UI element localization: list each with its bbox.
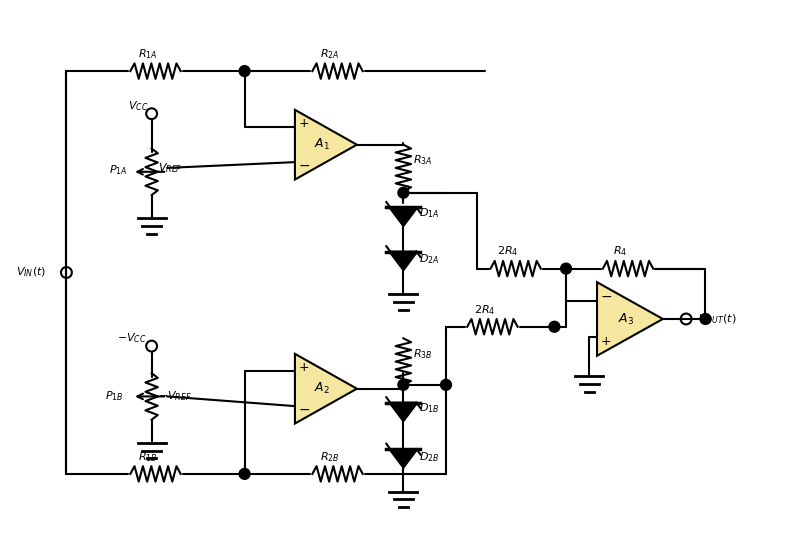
Circle shape xyxy=(561,263,571,274)
Text: −: − xyxy=(298,403,310,417)
Polygon shape xyxy=(389,208,417,226)
Text: $A_2$: $A_2$ xyxy=(314,381,330,396)
Text: $R_4$: $R_4$ xyxy=(613,245,627,258)
Text: $D_{1A}$: $D_{1A}$ xyxy=(419,206,439,220)
Text: $-V_{REF}$: $-V_{REF}$ xyxy=(158,390,192,403)
Circle shape xyxy=(549,322,560,332)
Text: $V_{CC}$: $V_{CC}$ xyxy=(129,99,149,113)
Text: $V_{IN}(t)$: $V_{IN}(t)$ xyxy=(16,266,46,279)
Polygon shape xyxy=(295,110,357,179)
Text: $R_{3B}$: $R_{3B}$ xyxy=(413,347,433,361)
Text: +: + xyxy=(299,117,309,130)
Circle shape xyxy=(440,379,451,390)
Text: $A_3$: $A_3$ xyxy=(618,311,634,326)
Text: $V_{REF}$: $V_{REF}$ xyxy=(158,161,182,175)
Polygon shape xyxy=(389,403,417,421)
Text: $R_{2A}$: $R_{2A}$ xyxy=(320,47,340,61)
Circle shape xyxy=(239,66,250,76)
Polygon shape xyxy=(295,354,357,423)
Text: $V_{OUT}(t)$: $V_{OUT}(t)$ xyxy=(698,312,737,326)
Polygon shape xyxy=(597,282,663,356)
Text: $R_{1A}$: $R_{1A}$ xyxy=(138,47,157,61)
Text: $A_1$: $A_1$ xyxy=(314,137,330,152)
Text: +: + xyxy=(601,335,611,348)
Text: $R_{2B}$: $R_{2B}$ xyxy=(320,450,340,464)
Polygon shape xyxy=(389,252,417,270)
Text: $2R_4$: $2R_4$ xyxy=(497,245,519,258)
Text: $D_{2A}$: $D_{2A}$ xyxy=(419,252,439,266)
Text: $R_{1B}$: $R_{1B}$ xyxy=(138,450,157,464)
Text: $D_{2B}$: $D_{2B}$ xyxy=(419,450,439,464)
Circle shape xyxy=(398,379,409,390)
Text: $R_{3A}$: $R_{3A}$ xyxy=(413,153,433,167)
Polygon shape xyxy=(389,449,417,468)
Text: +: + xyxy=(299,361,309,374)
Text: $2R_4$: $2R_4$ xyxy=(474,303,495,317)
Text: −: − xyxy=(298,159,310,173)
Circle shape xyxy=(398,187,409,198)
Text: $-V_{CC}$: $-V_{CC}$ xyxy=(117,331,146,345)
Text: $P_{1B}$: $P_{1B}$ xyxy=(105,390,124,403)
Text: $D_{1B}$: $D_{1B}$ xyxy=(419,401,439,415)
Circle shape xyxy=(239,469,250,479)
Text: −: − xyxy=(601,290,612,304)
Circle shape xyxy=(700,313,711,324)
Text: $P_{1A}$: $P_{1A}$ xyxy=(109,164,128,177)
